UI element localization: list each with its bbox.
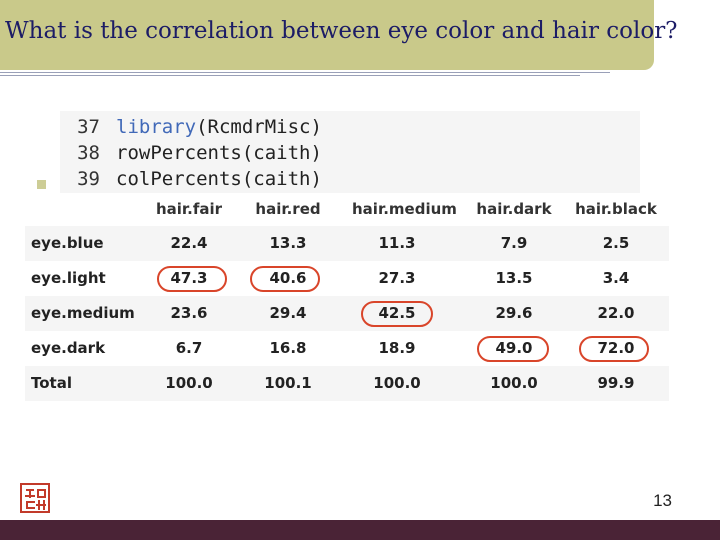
- column-header: hair.dark: [476, 200, 552, 218]
- title-underline-top: [0, 72, 610, 73]
- table-cell: 6.7: [175, 339, 203, 357]
- code-text: (RcmdrMisc): [196, 116, 322, 138]
- code-line: 37 library(RcmdrMisc): [60, 114, 322, 140]
- table-cell: 13.5: [495, 269, 533, 287]
- table-cell: 27.3: [378, 269, 416, 287]
- slide-title: What is the correlation between eye colo…: [5, 18, 678, 44]
- page-number: 13: [653, 491, 672, 510]
- table-cell: 7.9: [500, 234, 528, 252]
- highlight-circle: [157, 266, 227, 292]
- table-cell: 23.6: [170, 304, 208, 322]
- table-header-row: hair.fair hair.red hair.medium hair.dark…: [25, 193, 669, 226]
- table-cell: 100.0: [373, 374, 421, 392]
- row-label: Total: [31, 374, 72, 392]
- highlight-circle: [250, 266, 320, 292]
- line-number: 37: [77, 116, 100, 138]
- table-cell: 40.6: [269, 269, 307, 287]
- code-function: library: [116, 116, 197, 138]
- table-cell: 47.3: [170, 269, 208, 287]
- table-cell: 49.0: [495, 339, 533, 357]
- table-cell: 100.0: [490, 374, 538, 392]
- highlight-circle: [477, 336, 549, 362]
- row-label: eye.light: [31, 269, 106, 287]
- code-line: 38 rowPercents(caith): [60, 140, 322, 166]
- code-line: 39 colPercents(caith): [60, 166, 322, 192]
- table-cell: 18.9: [378, 339, 416, 357]
- table-row: eye.dark 6.7 16.8 18.9 49.0 72.0: [25, 331, 669, 366]
- table-cell: 29.4: [269, 304, 307, 322]
- line-number: 38: [77, 142, 100, 164]
- code-text: colPercents(caith): [116, 168, 322, 190]
- table-cell: 13.3: [269, 234, 307, 252]
- red-seal-stamp-icon: [20, 483, 50, 513]
- table-cell: 11.3: [378, 234, 416, 252]
- table-cell: 22.0: [597, 304, 635, 322]
- table-cell: 29.6: [495, 304, 533, 322]
- row-label: eye.medium: [31, 304, 135, 322]
- footer-bar: [0, 520, 720, 540]
- code-text: rowPercents(caith): [116, 142, 322, 164]
- column-header: hair.medium: [352, 200, 457, 218]
- row-label: eye.dark: [31, 339, 106, 357]
- table-cell: 72.0: [597, 339, 635, 357]
- highlight-circle: [579, 336, 649, 362]
- code-block: 37 library(RcmdrMisc) 38 rowPercents(caith…: [60, 111, 640, 193]
- table-cell: 42.5: [378, 304, 416, 322]
- table-row: eye.blue 22.4 13.3 11.3 7.9 2.5: [25, 226, 669, 261]
- column-header: hair.red: [255, 200, 321, 218]
- table-cell: 22.4: [170, 234, 208, 252]
- title-underline-bottom: [0, 75, 580, 76]
- column-header: hair.black: [575, 200, 657, 218]
- table-cell: 100.0: [165, 374, 213, 392]
- table-cell: 99.9: [597, 374, 635, 392]
- table-row: eye.light 47.3 40.6 27.3 13.5 3.4: [25, 261, 669, 296]
- table-cell: 3.4: [602, 269, 630, 287]
- table-cell: 2.5: [602, 234, 630, 252]
- table-cell: 16.8: [269, 339, 307, 357]
- table-cell: 100.1: [264, 374, 312, 392]
- row-label: eye.blue: [31, 234, 104, 252]
- line-number: 39: [77, 168, 100, 190]
- col-percents-table: hair.fair hair.red hair.medium hair.dark…: [25, 193, 669, 401]
- bullet-marker: [37, 180, 46, 189]
- table-row: eye.medium 23.6 29.4 42.5 29.6 22.0: [25, 296, 669, 331]
- highlight-circle: [361, 301, 433, 327]
- title-bar: What is the correlation between eye colo…: [0, 0, 678, 70]
- column-header: hair.fair: [155, 200, 223, 218]
- table-total-row: Total 100.0 100.1 100.0 100.0 99.9: [25, 366, 669, 401]
